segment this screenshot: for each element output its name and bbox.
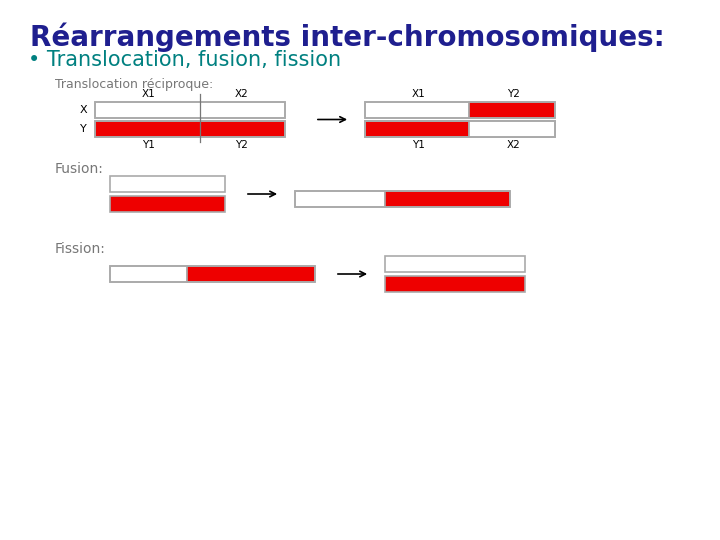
Bar xyxy=(295,191,385,207)
Bar xyxy=(110,176,225,192)
Text: X2: X2 xyxy=(506,140,520,150)
Bar xyxy=(110,266,315,282)
Text: X: X xyxy=(79,105,87,115)
Bar xyxy=(365,102,469,118)
Text: Y1: Y1 xyxy=(142,140,155,150)
Text: Fission:: Fission: xyxy=(55,242,106,256)
Bar xyxy=(385,256,525,272)
Text: X1: X1 xyxy=(141,89,155,99)
Text: Y1: Y1 xyxy=(412,140,425,150)
Text: Y: Y xyxy=(80,124,87,134)
Bar xyxy=(365,121,469,137)
Bar xyxy=(295,191,510,207)
Text: Y2: Y2 xyxy=(507,89,520,99)
Bar xyxy=(469,102,555,118)
Text: Translocation réciproque:: Translocation réciproque: xyxy=(55,78,213,91)
Text: X1: X1 xyxy=(411,89,425,99)
Bar xyxy=(95,102,285,118)
Bar xyxy=(385,191,510,207)
Bar xyxy=(95,102,285,118)
Bar xyxy=(385,276,525,292)
Text: X2: X2 xyxy=(235,89,248,99)
Bar xyxy=(469,121,555,137)
Bar xyxy=(110,196,225,212)
Bar xyxy=(95,121,285,137)
Bar xyxy=(365,102,555,118)
Text: • Translocation, fusion, fission: • Translocation, fusion, fission xyxy=(28,50,341,70)
Bar xyxy=(365,121,555,137)
Bar xyxy=(110,266,187,282)
Bar xyxy=(187,266,315,282)
Text: Réarrangements inter-chromosomiques:: Réarrangements inter-chromosomiques: xyxy=(30,22,665,51)
Text: Y2: Y2 xyxy=(235,140,248,150)
Text: Fusion:: Fusion: xyxy=(55,162,104,176)
Bar xyxy=(365,121,555,137)
Bar xyxy=(95,121,285,137)
